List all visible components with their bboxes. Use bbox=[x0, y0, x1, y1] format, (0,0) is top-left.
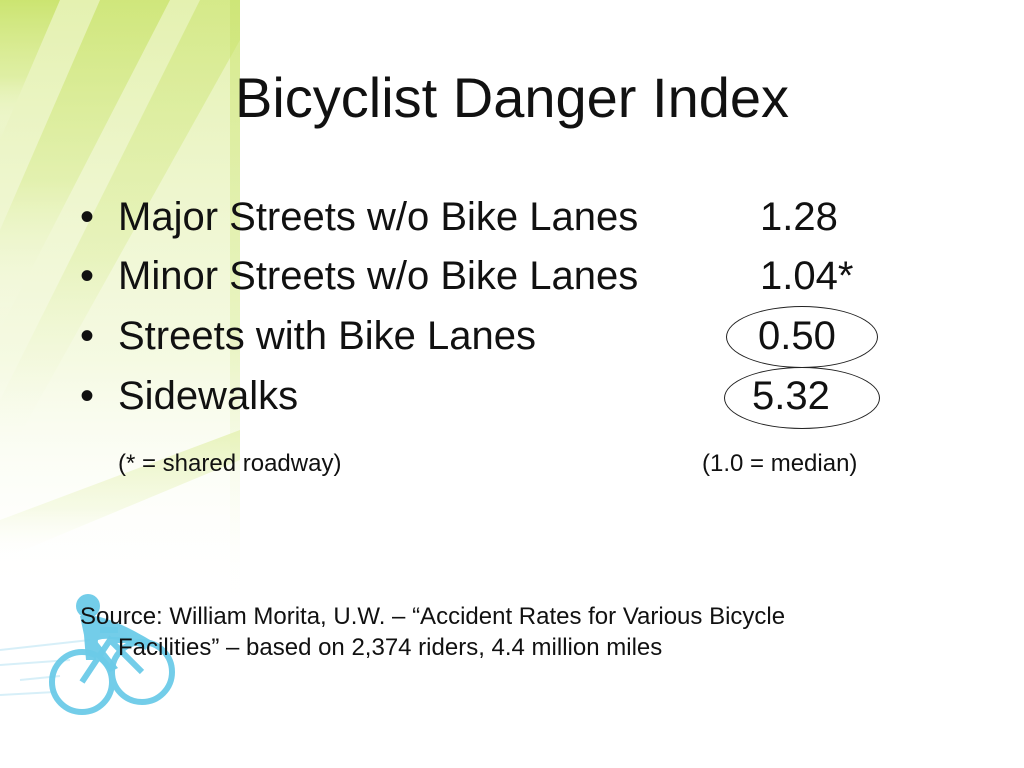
highlight-oval bbox=[726, 306, 878, 368]
bullet-icon: • bbox=[80, 314, 95, 358]
bullet-icon: • bbox=[80, 195, 95, 239]
list-item-label: Sidewalks bbox=[118, 374, 299, 418]
list-item: • Minor Streets w/o Bike Lanes 1.04* bbox=[80, 246, 980, 306]
list-item-value: 1.28 bbox=[760, 195, 838, 239]
list-item: • Major Streets w/o Bike Lanes 1.28 bbox=[80, 187, 980, 247]
list-item-label: Minor Streets w/o Bike Lanes bbox=[118, 254, 639, 298]
bullet-icon: • bbox=[80, 374, 95, 418]
footnote-shared-roadway: (* = shared roadway) bbox=[118, 450, 342, 477]
slide-title: Bicyclist Danger Index bbox=[234, 66, 789, 129]
source-citation: Source: William Morita, U.W. – “Accident… bbox=[80, 601, 960, 663]
source-line-2: Facilities” – based on 2,374 riders, 4.4… bbox=[118, 634, 663, 661]
highlight-oval bbox=[724, 367, 880, 429]
source-line-1: Source: William Morita, U.W. – “Accident… bbox=[80, 603, 786, 630]
list-item-value: 1.04* bbox=[760, 254, 854, 298]
footnote-median: (1.0 = median) bbox=[702, 450, 858, 477]
bullet-icon: • bbox=[80, 254, 95, 298]
list-item-label: Major Streets w/o Bike Lanes bbox=[118, 195, 639, 239]
list-item-label: Streets with Bike Lanes bbox=[118, 314, 536, 358]
